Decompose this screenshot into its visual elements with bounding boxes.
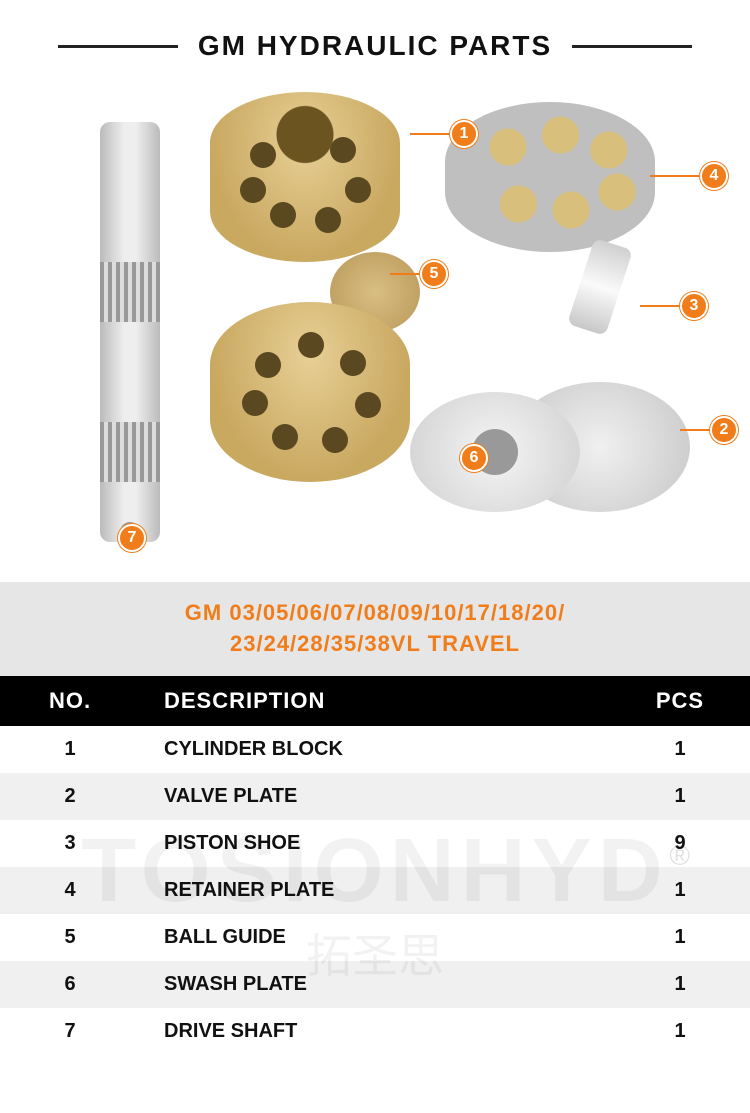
cell-desc: RETAINER PLATE (140, 867, 610, 914)
part-cylinder-block-bottom (210, 302, 410, 482)
callout-6: 6 (460, 444, 488, 472)
col-desc: DESCRIPTION (140, 676, 610, 726)
cell-desc: SWASH PLATE (140, 961, 610, 1008)
table-row: 3PISTON SHOE9 (0, 820, 750, 867)
table-row: 7DRIVE SHAFT1 (0, 1008, 750, 1055)
part-swash-plate (410, 392, 580, 512)
title-rule-right (572, 45, 692, 48)
callout-badge: 7 (118, 524, 146, 552)
cell-no: 3 (0, 820, 140, 867)
table-row: 1CYLINDER BLOCK1 (0, 726, 750, 773)
col-pcs: PCS (610, 676, 750, 726)
col-no: NO. (0, 676, 140, 726)
callout-7: 7 (118, 524, 146, 552)
callout-lead (680, 429, 710, 431)
callout-badge: 2 (710, 416, 738, 444)
table-row: 6SWASH PLATE1 (0, 961, 750, 1008)
callout-lead (650, 175, 700, 177)
model-line-2: 23/24/28/35/38VL TRAVEL (30, 629, 720, 660)
callout-5: 5 (390, 260, 448, 288)
table-row: 5BALL GUIDE1 (0, 914, 750, 961)
callout-badge: 5 (420, 260, 448, 288)
callout-lead (410, 133, 450, 135)
callout-3: 3 (640, 292, 708, 320)
cell-pcs: 1 (610, 867, 750, 914)
cell-pcs: 1 (610, 773, 750, 820)
callout-4: 4 (650, 162, 728, 190)
cell-desc: PISTON SHOE (140, 820, 610, 867)
callout-lead (640, 305, 680, 307)
callout-badge: 4 (700, 162, 728, 190)
callout-1: 1 (410, 120, 478, 148)
part-drive-shaft (100, 122, 160, 542)
cell-desc: DRIVE SHAFT (140, 1008, 610, 1055)
cell-no: 6 (0, 961, 140, 1008)
cell-pcs: 1 (610, 961, 750, 1008)
cell-desc: BALL GUIDE (140, 914, 610, 961)
callout-badge: 1 (450, 120, 478, 148)
registered-mark: ® (669, 840, 690, 872)
part-piston-shoe (567, 238, 633, 336)
exploded-diagram: 1234567 (80, 92, 670, 562)
model-banner: GM 03/05/06/07/08/09/10/17/18/20/ 23/24/… (0, 582, 750, 676)
cell-pcs: 1 (610, 726, 750, 773)
table-row: 2VALVE PLATE1 (0, 773, 750, 820)
title-rule-left (58, 45, 178, 48)
page-title: GM HYDRAULIC PARTS (198, 30, 552, 62)
part-cylinder-block-top (210, 92, 400, 262)
cell-pcs: 1 (610, 1008, 750, 1055)
cell-no: 1 (0, 726, 140, 773)
callout-badge: 6 (460, 444, 488, 472)
cell-no: 2 (0, 773, 140, 820)
callout-badge: 3 (680, 292, 708, 320)
callout-2: 2 (680, 416, 738, 444)
title-row: GM HYDRAULIC PARTS (0, 0, 750, 82)
cell-desc: VALVE PLATE (140, 773, 610, 820)
cell-no: 5 (0, 914, 140, 961)
cell-pcs: 1 (610, 914, 750, 961)
cell-no: 4 (0, 867, 140, 914)
table-header-row: NO. DESCRIPTION PCS (0, 676, 750, 726)
cell-desc: CYLINDER BLOCK (140, 726, 610, 773)
cell-no: 7 (0, 1008, 140, 1055)
table-row: 4RETAINER PLATE1 (0, 867, 750, 914)
parts-table: NO. DESCRIPTION PCS 1CYLINDER BLOCK12VAL… (0, 676, 750, 1055)
model-line-1: GM 03/05/06/07/08/09/10/17/18/20/ (30, 598, 720, 629)
callout-lead (390, 273, 420, 275)
